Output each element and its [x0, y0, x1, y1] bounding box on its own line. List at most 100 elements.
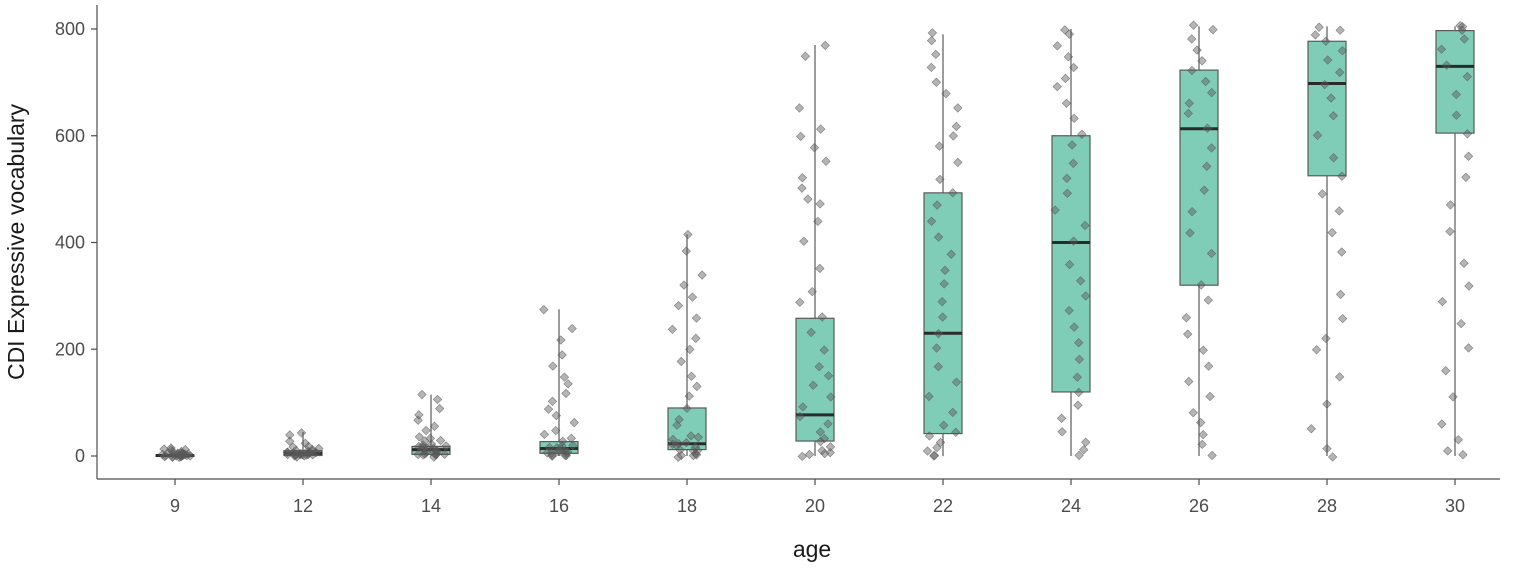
- data-point: [561, 388, 571, 399]
- y-tick-label: 600: [55, 126, 85, 146]
- data-point: [547, 396, 558, 406]
- data-point: [308, 450, 318, 460]
- data-point: [937, 312, 948, 322]
- data-point: [548, 361, 558, 371]
- data-point: [1323, 55, 1333, 65]
- data-point: [924, 431, 935, 441]
- x-tick-label: 30: [1445, 496, 1465, 516]
- data-point: [1328, 111, 1339, 121]
- data-point: [814, 362, 824, 372]
- data-point: [1453, 435, 1464, 445]
- data-point: [796, 131, 806, 142]
- x-tick-label: 24: [1061, 496, 1081, 516]
- jitter-points-age-24: [1050, 25, 1091, 461]
- plot-area: [155, 20, 1475, 463]
- data-point: [1052, 81, 1062, 92]
- data-point: [1441, 60, 1452, 70]
- data-point: [1062, 173, 1072, 184]
- box-group-age-30: [1435, 26, 1475, 456]
- data-point: [1314, 22, 1324, 32]
- data-point: [1445, 200, 1456, 210]
- data-point: [1188, 408, 1198, 418]
- data-point: [417, 389, 427, 400]
- data-point: [1458, 450, 1468, 460]
- data-point: [421, 425, 431, 436]
- data-point: [569, 417, 579, 428]
- data-point: [935, 174, 945, 185]
- data-point: [681, 437, 691, 448]
- data-point: [1462, 71, 1472, 82]
- data-point: [1187, 34, 1197, 44]
- data-point: [1203, 295, 1213, 305]
- data-point: [1207, 450, 1217, 461]
- data-point: [1202, 161, 1212, 172]
- data-point: [1463, 151, 1474, 161]
- data-point: [1206, 143, 1217, 153]
- data-point: [817, 312, 827, 322]
- data-point: [795, 297, 805, 307]
- data-point: [552, 443, 562, 453]
- data-point: [1455, 20, 1465, 31]
- data-point: [1196, 280, 1206, 290]
- data-point: [441, 441, 451, 451]
- data-point: [1310, 30, 1321, 40]
- data-point: [1074, 387, 1084, 398]
- data-point: [1462, 129, 1473, 139]
- data-point: [539, 429, 550, 440]
- data-point: [1060, 73, 1071, 84]
- data-point: [1320, 79, 1330, 90]
- data-point: [1192, 45, 1202, 55]
- data-point: [296, 428, 307, 438]
- data-point: [434, 403, 445, 414]
- data-point: [926, 62, 936, 73]
- data-point: [679, 280, 689, 290]
- data-point: [1198, 429, 1208, 440]
- data-point: [1334, 206, 1344, 216]
- data-point: [826, 392, 836, 402]
- data-point: [1451, 89, 1461, 100]
- data-point: [418, 440, 428, 450]
- data-point: [1459, 34, 1469, 44]
- data-point: [933, 329, 944, 339]
- data-point: [1445, 226, 1455, 237]
- box-group-age-18: [667, 234, 707, 456]
- x-tick-label: 14: [421, 496, 441, 516]
- data-point: [1197, 439, 1207, 450]
- data-point: [439, 449, 450, 460]
- data-point: [799, 236, 809, 246]
- data-point: [556, 444, 567, 454]
- data-point: [924, 391, 934, 402]
- x-tick-label: 20: [805, 496, 825, 516]
- data-point: [1437, 296, 1448, 307]
- data-point: [1080, 220, 1090, 231]
- data-point: [1081, 437, 1091, 447]
- data-point: [1200, 76, 1211, 87]
- data-point: [167, 452, 178, 462]
- data-point: [675, 445, 685, 455]
- data-point: [1063, 52, 1074, 62]
- data-point: [951, 427, 961, 437]
- data-point: [180, 445, 190, 455]
- data-point: [692, 381, 702, 392]
- data-point: [1052, 41, 1063, 51]
- data-point: [1461, 172, 1471, 182]
- data-point: [692, 445, 703, 456]
- data-point: [807, 286, 817, 297]
- jitter-points-age-28: [1306, 22, 1348, 462]
- data-point: [935, 437, 946, 448]
- data-point: [420, 436, 430, 446]
- data-point: [922, 446, 933, 456]
- data-point: [289, 451, 300, 461]
- data-point: [1079, 445, 1089, 455]
- data-point: [559, 372, 570, 382]
- data-point: [932, 200, 942, 210]
- data-point: [926, 35, 937, 46]
- data-point: [815, 263, 825, 274]
- data-point: [697, 270, 707, 280]
- jitter-points-age-22: [922, 28, 963, 461]
- data-point: [1062, 188, 1072, 198]
- data-point: [166, 445, 176, 455]
- data-point: [819, 345, 829, 355]
- data-point: [1335, 289, 1346, 300]
- data-point: [568, 440, 578, 451]
